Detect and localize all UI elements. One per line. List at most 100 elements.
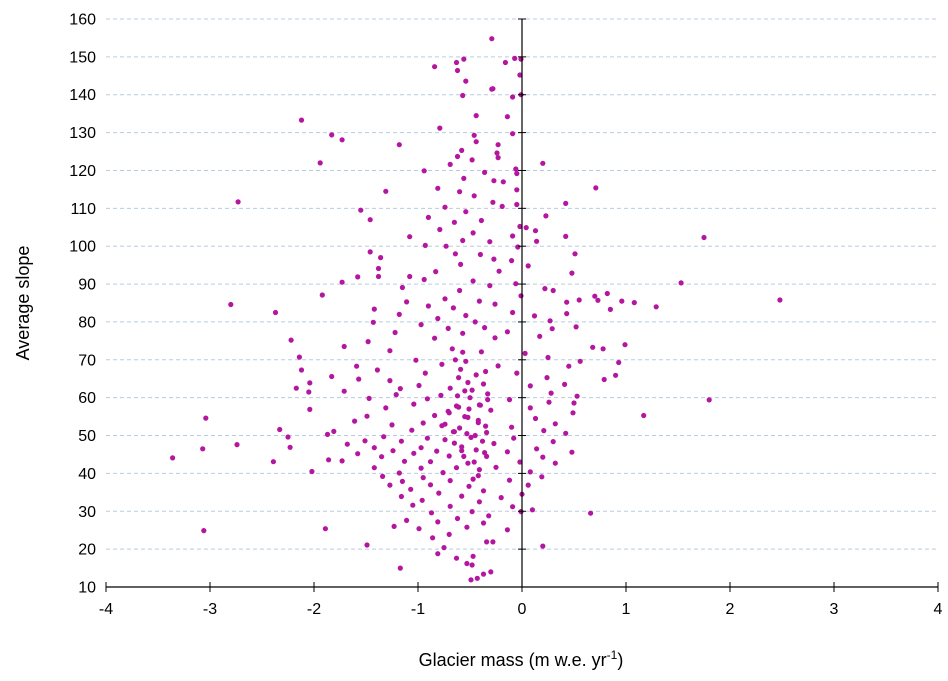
data-point — [341, 343, 347, 350]
data-point — [438, 392, 444, 398]
data-point — [466, 483, 472, 489]
data-point — [427, 482, 434, 488]
data-point — [440, 470, 446, 476]
data-point — [473, 372, 479, 378]
x-tick-label: -1 — [411, 601, 425, 618]
data-point — [473, 113, 479, 119]
data-point — [566, 363, 572, 369]
data-point — [383, 405, 389, 411]
data-point — [572, 251, 578, 257]
y-tick-label: 140 — [69, 87, 96, 104]
data-point — [383, 188, 389, 194]
data-point — [569, 270, 575, 276]
data-point — [356, 376, 362, 382]
data-point — [446, 531, 452, 538]
data-point — [458, 261, 464, 267]
data-point — [548, 390, 554, 396]
data-point — [563, 233, 569, 239]
data-point — [298, 117, 305, 123]
data-point — [499, 203, 505, 209]
data-point — [502, 59, 508, 66]
data-point — [517, 72, 523, 78]
data-point — [364, 413, 370, 419]
data-point — [653, 304, 659, 310]
data-point — [470, 278, 476, 284]
data-point — [529, 507, 536, 513]
data-point — [461, 175, 467, 181]
data-point — [453, 59, 460, 66]
data-point — [427, 459, 434, 465]
data-point — [393, 392, 399, 398]
data-point — [201, 528, 207, 534]
data-point — [458, 366, 464, 372]
data-point — [504, 329, 510, 335]
data-point — [485, 397, 491, 403]
data-point — [399, 478, 405, 484]
data-point — [592, 293, 598, 299]
data-point — [577, 358, 583, 364]
data-point — [432, 64, 438, 70]
data-point — [588, 510, 594, 516]
data-point — [433, 269, 439, 275]
data-point — [447, 161, 453, 167]
data-point — [471, 459, 477, 465]
y-tick-label: 10 — [78, 580, 96, 597]
data-point — [491, 256, 497, 262]
data-point — [488, 407, 494, 413]
data-point — [411, 450, 417, 456]
data-point — [413, 357, 419, 363]
data-point — [464, 431, 470, 437]
data-point — [517, 459, 523, 465]
data-point — [200, 446, 206, 452]
data-point — [457, 189, 463, 195]
data-point — [466, 406, 472, 412]
data-point — [488, 569, 494, 575]
data-point — [457, 287, 463, 294]
data-point — [595, 297, 601, 303]
data-point — [491, 178, 497, 184]
data-point — [542, 286, 548, 292]
y-tick-label: 80 — [78, 314, 96, 331]
data-point — [460, 330, 466, 336]
data-point — [477, 251, 483, 258]
data-point — [552, 421, 558, 427]
data-point — [570, 410, 576, 416]
data-point — [574, 393, 580, 399]
data-point — [513, 166, 519, 172]
data-point — [470, 476, 476, 482]
data-point — [329, 373, 335, 380]
data-point — [422, 370, 428, 376]
data-point — [476, 467, 482, 473]
x-tick-label: 2 — [726, 601, 735, 618]
data-point — [374, 367, 380, 373]
data-point — [468, 434, 474, 440]
data-point — [432, 335, 438, 341]
data-point — [506, 397, 513, 403]
data-point — [706, 397, 712, 403]
data-point — [450, 305, 456, 311]
data-point — [461, 56, 467, 62]
data-point — [387, 378, 393, 384]
data-point — [442, 204, 448, 210]
data-point — [306, 389, 312, 395]
data-point — [590, 344, 596, 350]
data-point — [460, 92, 466, 99]
data-point — [475, 473, 481, 479]
data-point — [613, 372, 619, 378]
data-point — [463, 312, 469, 319]
data-point — [375, 273, 382, 280]
data-point — [235, 199, 241, 205]
data-point — [485, 391, 491, 397]
data-point — [307, 380, 313, 386]
data-point — [451, 440, 457, 446]
data-point — [525, 263, 531, 269]
data-point — [461, 453, 467, 459]
data-point — [459, 448, 465, 454]
data-point — [483, 368, 489, 375]
data-point — [439, 361, 445, 367]
data-point — [459, 493, 465, 499]
data-point — [331, 428, 337, 434]
data-point — [329, 132, 335, 138]
data-point — [447, 478, 453, 484]
data-point — [544, 375, 550, 381]
